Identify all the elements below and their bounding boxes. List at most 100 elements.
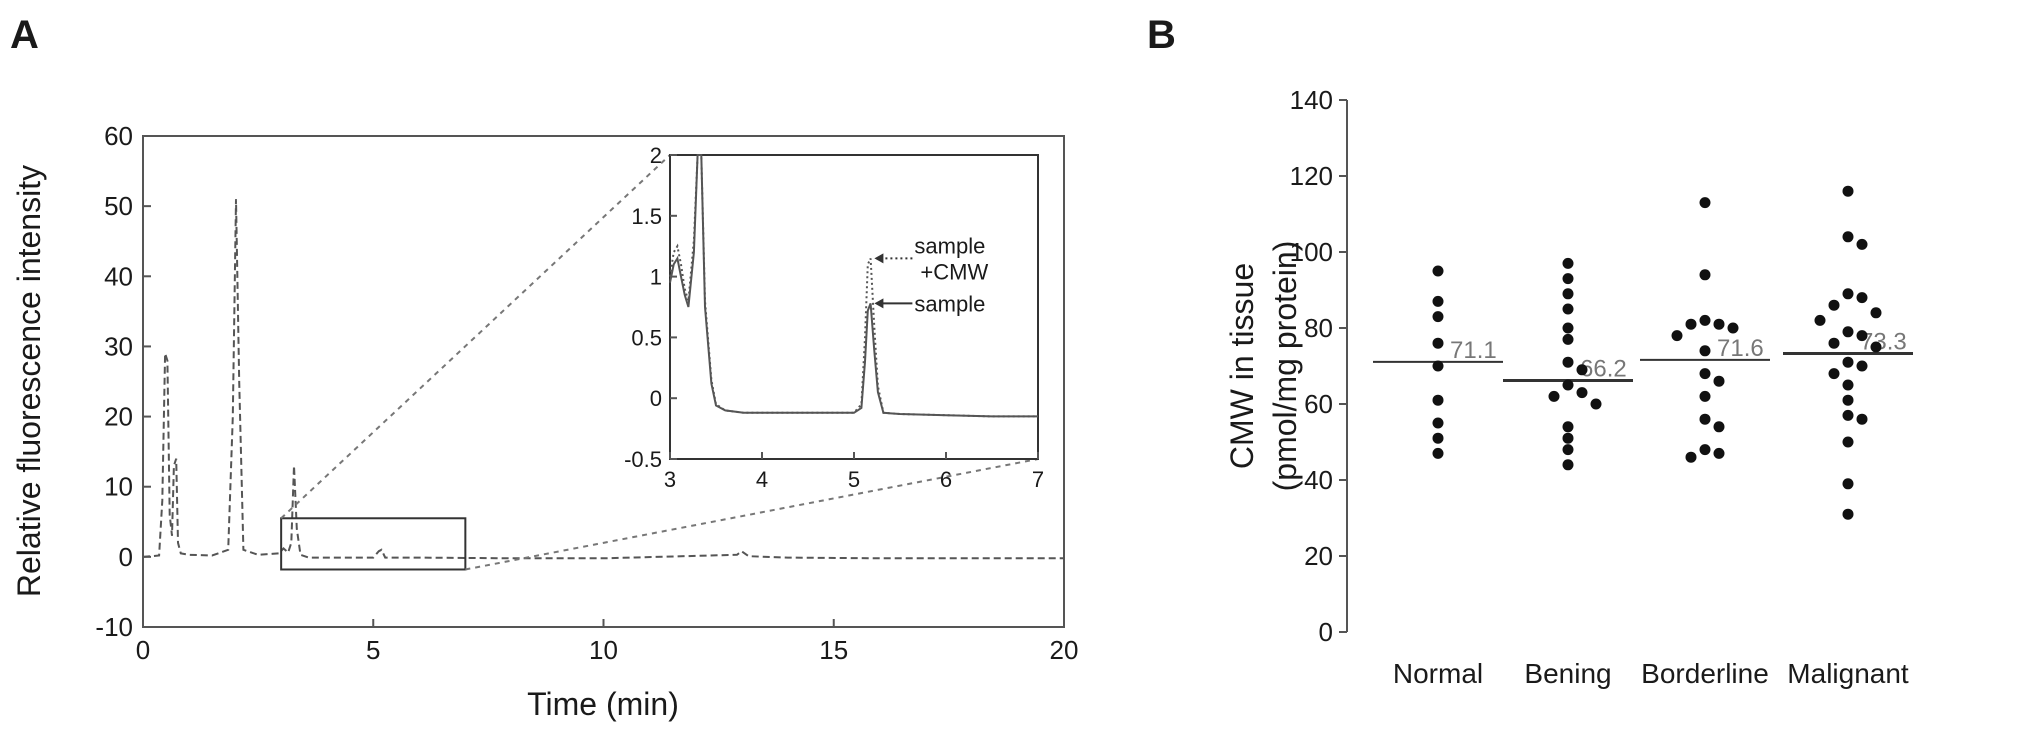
inset-annotation-arrowhead-1 <box>874 298 884 309</box>
panel-b-point <box>1842 478 1854 490</box>
panel-b-point <box>1562 303 1574 315</box>
panel-a-y-tick-label: 40 <box>104 261 133 291</box>
panel-b-points <box>1432 185 1882 520</box>
panel-a-y-tick-label: -10 <box>95 612 133 642</box>
panel-b-category-label: Malignant <box>1787 658 1909 689</box>
panel-a-x-tick-label: 5 <box>366 635 380 665</box>
panel-b-point <box>1842 379 1854 391</box>
inset-x-tick-label: 3 <box>664 467 676 492</box>
inset-y-ticks: -0.5 0 0.5 1 1.5 2 <box>624 143 677 472</box>
inset-annotation-arrowhead-0 <box>874 253 884 264</box>
panel-b-point <box>1576 387 1588 399</box>
panel-b-point <box>1562 379 1574 391</box>
panel-b-y-tick-label: 80 <box>1304 313 1333 343</box>
panel-b-point <box>1699 444 1711 456</box>
inset-y-tick-label: 1 <box>650 265 662 290</box>
panel-b-point <box>1842 508 1854 520</box>
panel-b-point <box>1713 318 1725 330</box>
panel-b-point <box>1713 421 1725 433</box>
panel-b-category-label: Bening <box>1524 658 1611 689</box>
inset-series <box>669 154 1038 418</box>
panel-a-y-tick-label: 10 <box>104 472 133 502</box>
panel-b-point <box>1432 295 1444 307</box>
inset-x-ticks: 3 4 5 6 7 <box>664 452 1044 492</box>
panel-a-x-axis-title: Time (min) <box>527 686 679 722</box>
panel-b-point <box>1699 197 1711 209</box>
panel-a-zoom-connector-top <box>280 154 671 520</box>
panel-a-x-tick-label: 15 <box>819 635 848 665</box>
panel-b-point <box>1856 360 1868 372</box>
panel-a-y-ticks: -10 0 10 20 30 40 50 60 <box>95 121 151 642</box>
panel-b-mean-label: 73.3 <box>1860 328 1907 355</box>
inset-y-tick-label: -0.5 <box>624 447 662 472</box>
panel-a-zoom-box <box>280 517 467 571</box>
panel-b-point <box>1842 356 1854 368</box>
panel-b-point <box>1562 356 1574 368</box>
panel-b-point <box>1432 417 1444 429</box>
panel-a-series <box>142 199 1064 560</box>
panel-b-point <box>1842 231 1854 243</box>
panel-b-point <box>1856 413 1868 425</box>
panel-b-y-tick-label: 140 <box>1290 85 1333 115</box>
inset-y-tick-label: 0.5 <box>631 325 662 350</box>
panel-b-point <box>1576 364 1588 376</box>
panel-b-point <box>1562 459 1574 471</box>
panel-b-point <box>1590 398 1602 410</box>
panel-b-letter: B <box>1147 13 1176 57</box>
panel-a-series-line-0 <box>142 199 1064 560</box>
panel-b-point <box>1842 436 1854 448</box>
panel-b-point <box>1671 330 1683 342</box>
panel-b-category-labels: Normal Bening Borderline Malignant <box>1393 658 1909 689</box>
panel-b-point <box>1432 311 1444 323</box>
panel-a-letter: A <box>10 13 39 57</box>
inset-y-tick-label: 0 <box>650 386 662 411</box>
panel-b-point <box>1842 409 1854 421</box>
panel-b-y-tick-label: 120 <box>1290 161 1333 191</box>
panel-b-point <box>1713 375 1725 387</box>
inset-annotation-text: sample <box>914 291 985 316</box>
panel-b-point <box>1699 390 1711 402</box>
panel-b-point <box>1562 421 1574 433</box>
panel-b-point <box>1814 314 1826 326</box>
panel-b-mean-label: 71.6 <box>1717 335 1764 362</box>
inset-annotation-text: +CMW <box>920 259 988 284</box>
inset-series-line-1 <box>669 154 1038 418</box>
panel-b-point <box>1842 288 1854 300</box>
panel-b-point <box>1856 238 1868 250</box>
panel-b-point <box>1562 432 1574 444</box>
panel-a-y-tick-label: 30 <box>104 331 133 361</box>
inset-annotation-text: sample <box>914 233 985 258</box>
panel-b-y-tick-label: 0 <box>1319 617 1333 647</box>
panel-b-point <box>1842 326 1854 338</box>
panel-b-y-tick-label: 40 <box>1304 465 1333 495</box>
panel-a-y-tick-label: 60 <box>104 121 133 151</box>
panel-b-point <box>1699 269 1711 281</box>
panel-b-y-axis-title-line-1: CMW in tissue <box>1224 263 1260 469</box>
panel-b-mean-label: 66.2 <box>1580 355 1627 382</box>
panel-a-x-ticks: 0 5 10 15 20 <box>136 619 1078 665</box>
panel-b-point <box>1432 360 1444 372</box>
panel-b-point <box>1548 390 1560 402</box>
panel-b-category-label: Normal <box>1393 658 1483 689</box>
panel-b-point <box>1828 337 1840 349</box>
panel-b-point <box>1699 368 1711 380</box>
inset-x-tick-label: 4 <box>756 467 768 492</box>
panel-a-y-axis-title: Relative fluorescence intensity <box>11 165 47 597</box>
panel-b-point <box>1870 341 1882 353</box>
panel-b-point <box>1699 345 1711 357</box>
panel-b-point <box>1856 330 1868 342</box>
panel-b-point <box>1870 307 1882 319</box>
panel-b-y-axis-title-line-2: (pmol/mg protein) <box>1267 241 1303 492</box>
panel-b-point <box>1685 318 1697 330</box>
inset-x-tick-label: 7 <box>1032 467 1044 492</box>
panel-b-point <box>1842 185 1854 197</box>
panel-b-point <box>1562 333 1574 345</box>
panel-a-x-tick-label: 10 <box>589 635 618 665</box>
panel-b-point <box>1856 292 1868 304</box>
panel-b-scatter: 0 20 40 60 80 100 120 140 Normal Bening Borderlin… <box>1224 85 1913 689</box>
panel-b-point <box>1432 265 1444 277</box>
